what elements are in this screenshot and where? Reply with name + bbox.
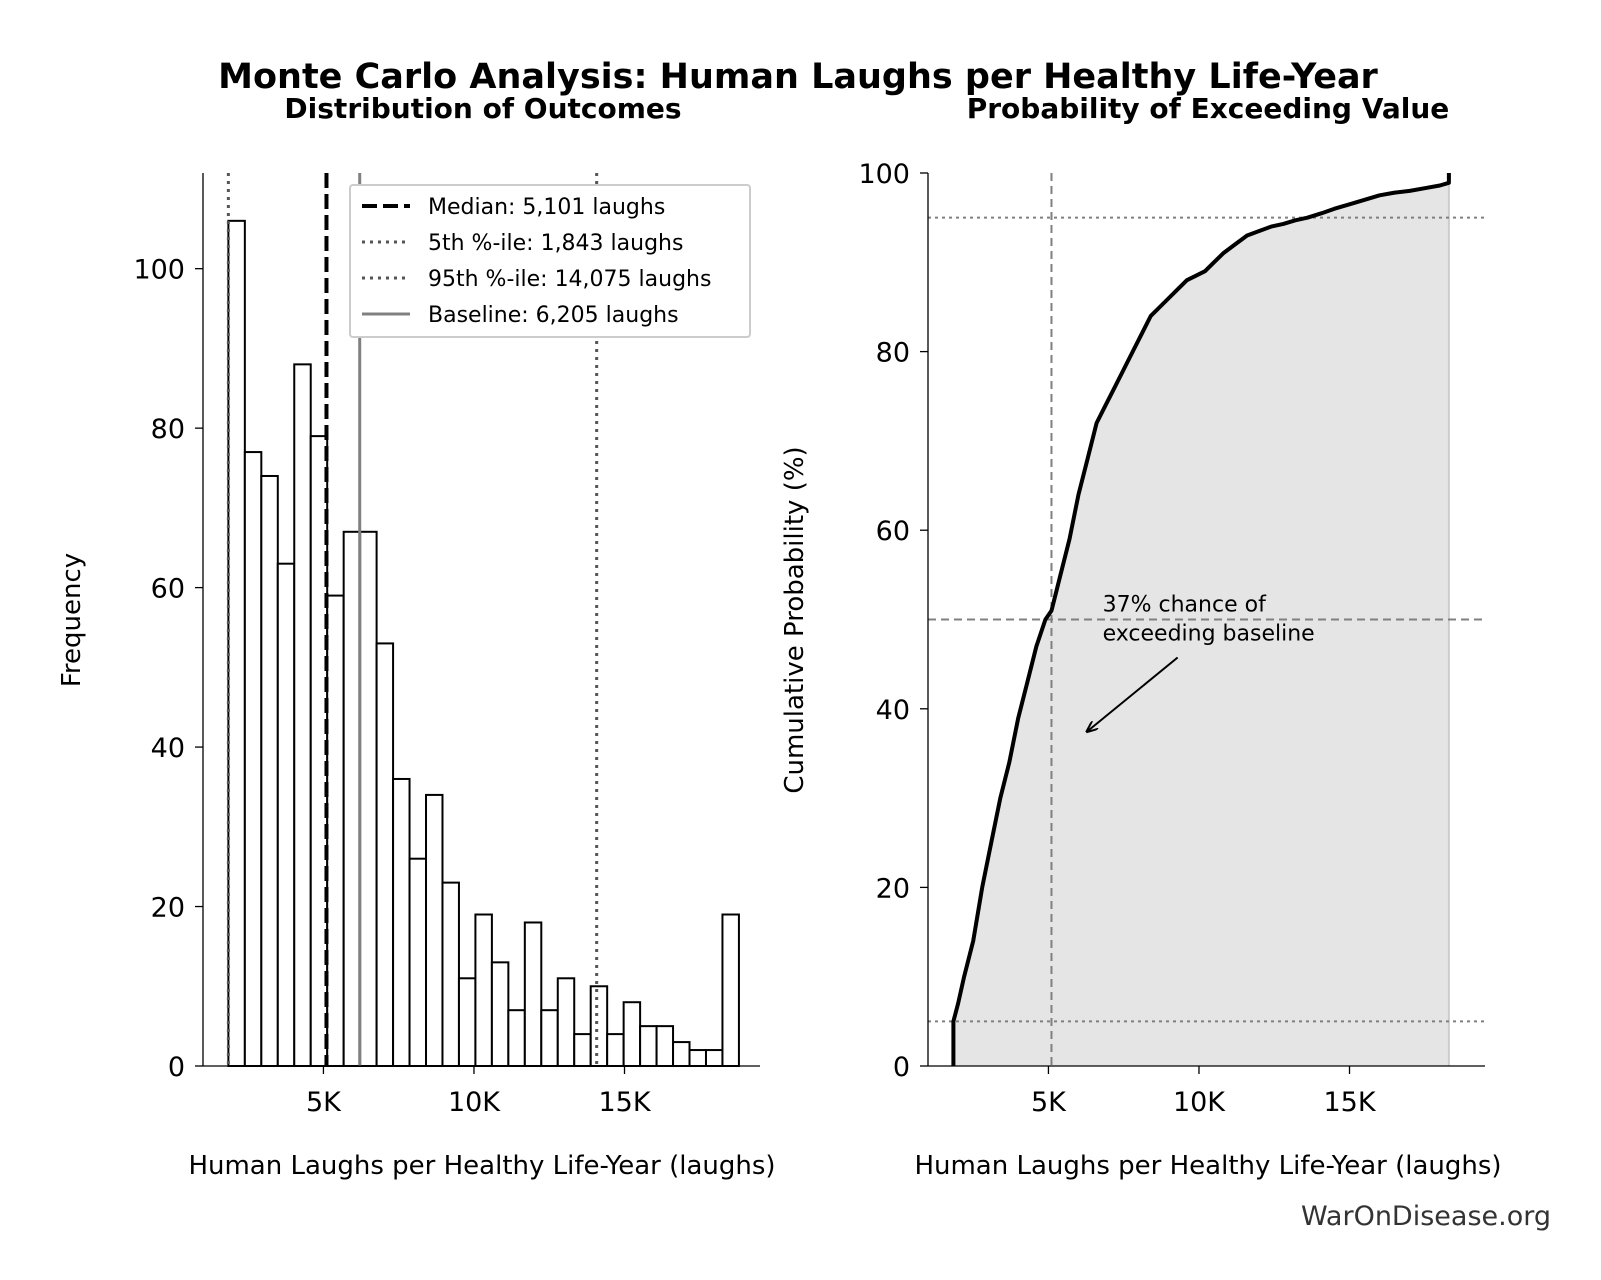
- histogram-bar: [655, 1025, 675, 1067]
- histogram-bar: [243, 451, 263, 1067]
- cdf-x-tick-label: 15K: [1323, 1087, 1376, 1118]
- histogram-x-tick-label: 5K: [306, 1087, 342, 1118]
- cdf-y-label: Cumulative Probability (%): [780, 446, 810, 793]
- histogram-bar: [507, 1009, 526, 1067]
- legend-box: [349, 184, 751, 338]
- histogram-y-tick-label: 0: [168, 1052, 185, 1083]
- histogram-bar: [408, 857, 428, 1067]
- histogram-y-tick-label: 80: [151, 414, 185, 445]
- histogram-bar: [375, 642, 395, 1067]
- cdf-y-tick-label: 80: [876, 338, 910, 369]
- histogram-bar: [276, 562, 296, 1067]
- histogram-bar: [260, 474, 279, 1068]
- histogram-bars: [227, 219, 740, 1068]
- histogram-bar: [589, 985, 609, 1068]
- cdf-y-tick-label: 0: [893, 1052, 910, 1083]
- histogram-bar: [326, 594, 345, 1068]
- histogram-bar: [425, 793, 444, 1067]
- legend-label-baseline: Baseline: 6,205 laughs: [428, 303, 679, 328]
- histogram-x-ticks: 5K 10K 15K: [306, 1066, 652, 1118]
- histogram-x-tick-label: 15K: [598, 1087, 651, 1118]
- legend-label-median: Median: 5,101 laughs: [428, 195, 665, 220]
- cdf-curve: [951, 173, 1451, 1066]
- histogram-y-ticks: 0 20 40 60 80 100: [133, 255, 203, 1083]
- annotation-line-1: 37% chance of: [1103, 593, 1267, 618]
- histogram-bar: [490, 961, 510, 1067]
- histogram-x-tick-label: 10K: [448, 1087, 501, 1118]
- histogram-bar: [622, 1001, 642, 1068]
- histogram-bar: [474, 913, 493, 1067]
- histogram-bar: [392, 777, 411, 1067]
- cdf-y-ticks: 0 20 40 60 80 100: [858, 159, 928, 1083]
- histogram-bar: [639, 1025, 658, 1067]
- histogram-bar: [227, 219, 246, 1067]
- credit-text: WarOnDisease.org: [1301, 1201, 1551, 1232]
- histogram-bar: [704, 1049, 724, 1068]
- histogram-bar: [688, 1049, 707, 1068]
- cdf-x-tick-label: 5K: [1031, 1087, 1067, 1118]
- histogram-y-tick-label: 40: [151, 733, 185, 764]
- histogram-subtitle: Distribution of Outcomes: [284, 92, 681, 125]
- cdf-y-tick-label: 60: [876, 516, 910, 547]
- legend-label-p5: 5th %-ile: 1,843 laughs: [428, 231, 683, 256]
- histogram-x-label: Human Laughs per Healthy Life-Year (laug…: [188, 1151, 775, 1181]
- histogram-legend: Median: 5,101 laughs 5th %-ile: 1,843 la…: [349, 184, 751, 338]
- histogram-bar: [672, 1041, 691, 1067]
- histogram-bar: [523, 921, 543, 1067]
- histogram-panel: Distribution of Outcomes 5K 10K 15K 0 20 40 6…: [57, 92, 776, 1181]
- histogram-bar: [540, 1009, 559, 1067]
- histogram-bar: [293, 363, 312, 1068]
- cdf-y-tick-label: 40: [876, 695, 910, 726]
- cdf-y-tick-label: 20: [876, 873, 910, 904]
- cdf-x-tick-label: 10K: [1173, 1087, 1226, 1118]
- annotation-line-2: exceeding baseline: [1103, 622, 1315, 647]
- histogram-bar: [457, 977, 477, 1067]
- cdf-x-ticks: 5K 10K 15K: [1031, 1066, 1377, 1118]
- figure-title: Monte Carlo Analysis: Human Laughs per H…: [218, 57, 1378, 97]
- cdf-panel: Probability of Exceeding Value 5K 10K 15K …: [780, 92, 1502, 1181]
- cdf-annotation: 37% chance of exceeding baseline: [1088, 593, 1315, 732]
- histogram-bar: [556, 977, 576, 1067]
- histogram-y-label: Frequency: [57, 553, 87, 687]
- cdf-subtitle: Probability of Exceeding Value: [967, 92, 1450, 125]
- histogram-y-tick-label: 60: [151, 574, 185, 605]
- histogram-bar: [342, 530, 362, 1067]
- annotation-arrow: [1088, 656, 1179, 732]
- histogram-bar: [359, 530, 378, 1067]
- histogram-bar: [721, 913, 740, 1067]
- cdf-reference-lines: [928, 173, 1485, 1066]
- histogram-y-tick-label: 100: [133, 255, 185, 286]
- cdf-x-label: Human Laughs per Healthy Life-Year (laug…: [914, 1151, 1501, 1181]
- histogram-bar: [573, 1033, 592, 1068]
- legend-label-p95: 95th %-ile: 14,075 laughs: [428, 267, 711, 292]
- histogram-bar: [606, 1033, 625, 1068]
- cdf-y-tick-label: 100: [858, 159, 910, 190]
- histogram-y-tick-label: 20: [151, 893, 185, 924]
- histogram-bar: [441, 881, 460, 1068]
